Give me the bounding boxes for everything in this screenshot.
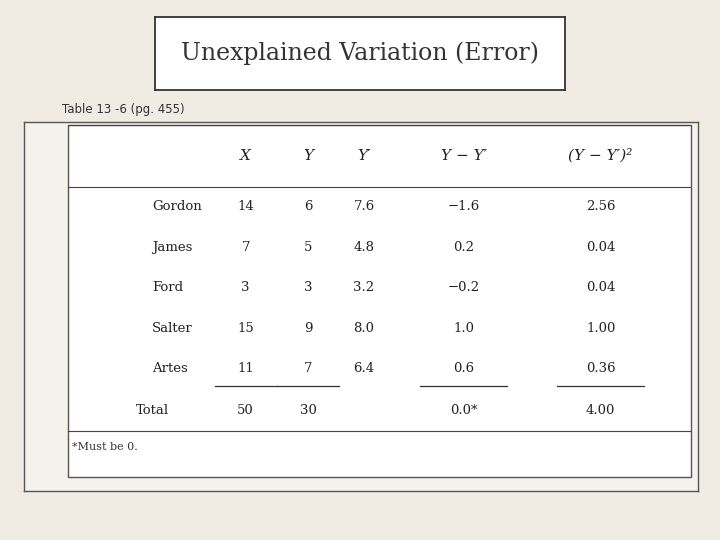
Text: 30: 30: [300, 404, 316, 417]
Text: 50: 50: [238, 404, 254, 417]
Text: 6.4: 6.4: [354, 362, 374, 375]
Text: James: James: [153, 241, 193, 254]
Text: 0.36: 0.36: [586, 362, 616, 375]
Text: Y − Y′: Y − Y′: [441, 149, 487, 163]
Text: 8.0: 8.0: [354, 322, 374, 335]
Text: Y: Y: [303, 149, 313, 163]
Text: Total: Total: [136, 404, 169, 417]
Text: 0.04: 0.04: [586, 241, 616, 254]
Text: 5: 5: [304, 241, 312, 254]
Text: Y′: Y′: [357, 149, 371, 163]
Text: 7: 7: [304, 362, 312, 375]
Text: 4.00: 4.00: [586, 404, 616, 417]
Text: 3.2: 3.2: [354, 281, 374, 294]
Text: X: X: [240, 149, 251, 163]
Text: 7.6: 7.6: [354, 200, 374, 213]
Text: *Must be 0.: *Must be 0.: [71, 442, 138, 453]
Text: 3: 3: [304, 281, 312, 294]
Text: 11: 11: [238, 362, 254, 375]
Text: 0.04: 0.04: [586, 281, 616, 294]
Text: Ford: Ford: [153, 281, 184, 294]
Text: 0.2: 0.2: [453, 241, 474, 254]
Text: 7: 7: [241, 241, 250, 254]
Text: 9: 9: [304, 322, 312, 335]
Text: 1.0: 1.0: [453, 322, 474, 335]
Text: Gordon: Gordon: [153, 200, 202, 213]
Text: 1.00: 1.00: [586, 322, 616, 335]
Text: 6: 6: [304, 200, 312, 213]
Text: Table 13 -6 (pg. 455): Table 13 -6 (pg. 455): [61, 103, 184, 116]
Text: 14: 14: [238, 200, 254, 213]
Text: Artes: Artes: [153, 362, 188, 375]
Text: −1.6: −1.6: [448, 200, 480, 213]
Text: 4.8: 4.8: [354, 241, 374, 254]
Text: Unexplained Variation (Error): Unexplained Variation (Error): [181, 42, 539, 65]
Text: 3: 3: [241, 281, 250, 294]
Text: (Y − Y′)²: (Y − Y′)²: [569, 149, 633, 163]
Text: Salter: Salter: [153, 322, 193, 335]
Text: 0.6: 0.6: [453, 362, 474, 375]
FancyBboxPatch shape: [68, 125, 691, 477]
Text: 0.0*: 0.0*: [450, 404, 477, 417]
Text: 2.56: 2.56: [586, 200, 616, 213]
Text: 15: 15: [238, 322, 254, 335]
Text: −0.2: −0.2: [448, 281, 480, 294]
